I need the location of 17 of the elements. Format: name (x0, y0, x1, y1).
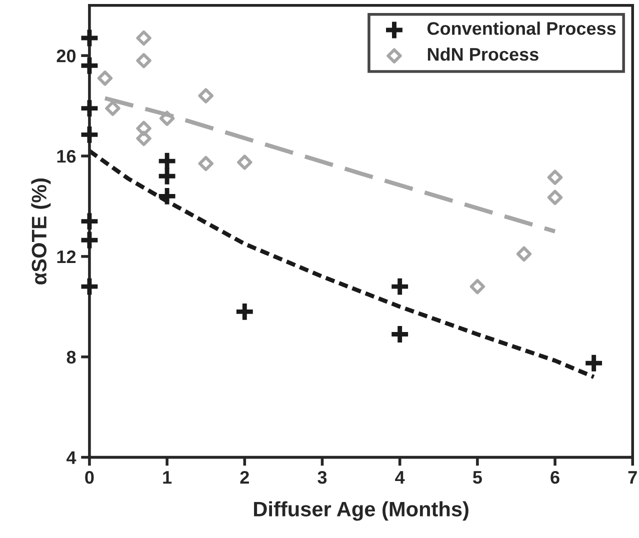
x-tick-label: 3 (318, 470, 327, 484)
y-tick-label: 8 (66, 350, 76, 364)
y-tick-label: 20 (56, 50, 76, 62)
x-tick-label: 0 (85, 470, 94, 484)
y-tick-label: 12 (57, 250, 76, 263)
x-tick-label: 1 (163, 471, 172, 484)
y-tick-label: 16 (57, 150, 76, 163)
y-tick-label: 4 (66, 451, 76, 464)
legend-label: NdN Process (428, 47, 538, 61)
x-axis-title: Diffuser Age (Months) (254, 501, 468, 521)
x-tick-label: 7 (628, 471, 637, 484)
x-tick-label: 2 (240, 470, 249, 484)
y-axis-title: αSOTE (%) (31, 178, 51, 284)
x-tick-label: 4 (395, 471, 405, 484)
legend-label: Conventional Process (427, 22, 616, 35)
x-tick-label: 6 (550, 470, 560, 484)
x-tick-label: 5 (472, 471, 482, 484)
